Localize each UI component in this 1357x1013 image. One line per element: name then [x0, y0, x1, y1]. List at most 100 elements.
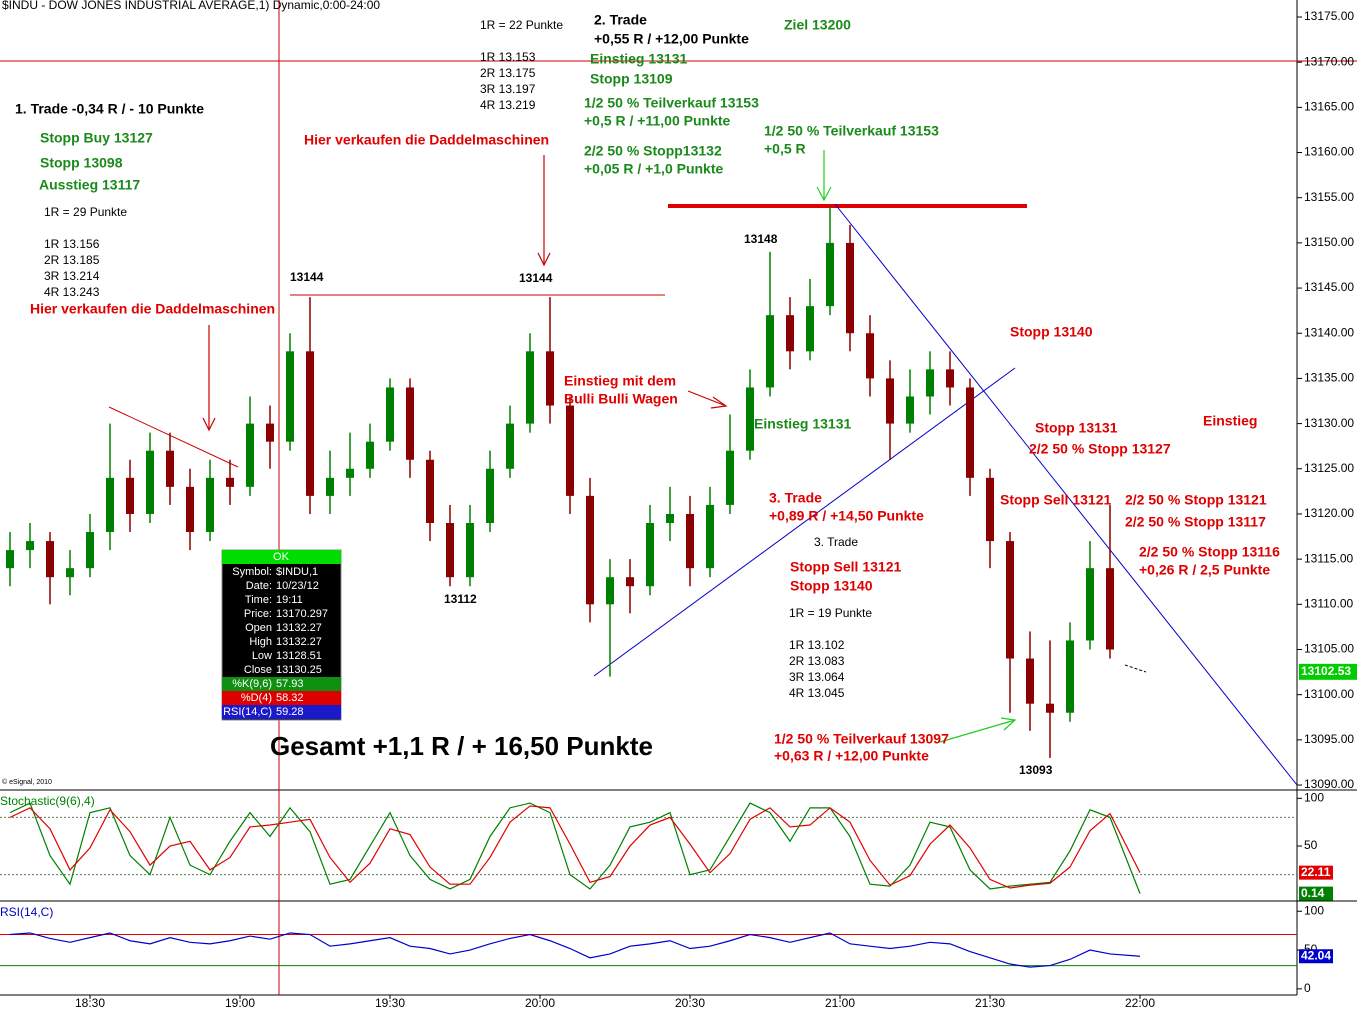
last-price-box — [1299, 663, 1357, 680]
annotation: 1/2 50 % Teilverkauf 13097 — [774, 731, 949, 747]
annotation: Stopp 13140 — [790, 578, 873, 594]
x-tick-label: 22:00 — [1125, 996, 1155, 1010]
last-value-label: 22.11 — [1301, 865, 1331, 879]
candle-body — [706, 504, 714, 569]
y-tick-label: 13130.00 — [1304, 416, 1354, 430]
candle-body — [1086, 568, 1094, 641]
indicator-line — [9, 932, 1141, 968]
candle-body — [986, 477, 994, 542]
candle-body — [846, 242, 854, 334]
last-value-label: 0.14 — [1301, 886, 1325, 900]
annotation: +0,89 R / +14,50 Punkte — [769, 508, 924, 524]
y-tick-label: 13160.00 — [1304, 145, 1354, 159]
indicator-line — [9, 805, 1141, 889]
info-label: High — [249, 636, 272, 648]
annotation: 1R 13.156 — [44, 237, 100, 251]
info-value: 13130.25 — [276, 664, 322, 676]
annotation: 1/2 50 % Teilverkauf 13153 — [584, 95, 759, 111]
info-row-bg — [222, 677, 341, 691]
candle-body — [586, 495, 594, 605]
candle-body — [26, 541, 34, 551]
annotation: 3R 13.064 — [789, 670, 845, 684]
y-tick-label: 13135.00 — [1304, 371, 1354, 385]
annotation: Stopp Sell 13121 — [790, 559, 901, 575]
annotation: 2R 13.083 — [789, 654, 845, 668]
y-tick-label: 13090.00 — [1304, 777, 1354, 791]
candle-body — [1026, 658, 1034, 704]
chart-header: $INDU - DOW JONES INDUSTRIAL AVERAGE,1) … — [2, 0, 380, 12]
annotation: 1R 13.102 — [789, 638, 845, 652]
info-box-title: OK — [273, 551, 290, 563]
annotation: 3R 13.197 — [480, 82, 536, 96]
trend-line — [108, 406, 239, 468]
candle-body — [886, 378, 894, 424]
annotation: 13093 — [1019, 763, 1053, 777]
candle-body — [506, 423, 514, 469]
arrow-head — [1000, 717, 1017, 731]
candle-body — [686, 513, 694, 569]
candle-body — [286, 351, 294, 442]
annotation: 3R 13.214 — [44, 269, 100, 283]
annotation: 4R 13.219 — [480, 98, 536, 112]
last-value-label: 42.04 — [1301, 948, 1331, 962]
annotation: +0,5 R — [764, 141, 806, 157]
info-label: Price: — [244, 608, 272, 620]
y-tick-label: 13150.00 — [1304, 235, 1354, 249]
arrow-head — [710, 396, 728, 409]
candle-body — [666, 513, 674, 523]
annotation: Einstieg — [1203, 413, 1257, 429]
copyright: © eSignal, 2010 — [2, 778, 52, 786]
info-label: Time: — [245, 594, 272, 606]
y-tick-label: 0 — [1304, 981, 1311, 995]
y-tick-label: 13100.00 — [1304, 687, 1354, 701]
y-tick-label: 13170.00 — [1304, 54, 1354, 68]
annotation: Stopp 13140 — [1010, 324, 1093, 340]
y-tick-label: 13140.00 — [1304, 325, 1354, 339]
candle-body — [1006, 541, 1014, 659]
trend-line — [593, 367, 1016, 677]
candle-body — [426, 459, 434, 523]
candle-body — [726, 450, 734, 505]
x-tick-label: 18:30 — [75, 996, 105, 1010]
candle-body — [346, 468, 354, 478]
panel-title: RSI(14,C) — [0, 905, 53, 919]
x-tick-label: 20:00 — [525, 996, 555, 1010]
info-row-bg — [222, 691, 341, 705]
candle-body — [466, 522, 474, 578]
annotation: Einstieg mit dem — [564, 373, 676, 389]
annotation: +0,5 R / +11,00 Punkte — [584, 113, 731, 129]
indicator-line — [9, 802, 1141, 894]
info-label: Date: — [246, 580, 272, 592]
candle-body — [946, 369, 954, 388]
panel-title: Stochastic(9(6),4) — [0, 794, 95, 808]
info-value: 59.28 — [276, 706, 304, 718]
annotation: Stopp Buy 13127 — [40, 130, 153, 146]
annotation: Hier verkaufen die Daddelmaschinen — [30, 301, 275, 317]
info-value: 19:11 — [276, 594, 303, 606]
arrow-head — [202, 417, 216, 432]
info-label: Symbol: — [232, 566, 272, 578]
y-tick-label: 13175.00 — [1304, 9, 1354, 23]
candle-body — [906, 396, 914, 424]
info-value: 10/23/12 — [276, 580, 319, 592]
y-tick-label: 13165.00 — [1304, 100, 1354, 114]
annotation: 3. Trade — [814, 535, 858, 549]
trend-line — [834, 203, 1298, 786]
y-tick-label: 13095.00 — [1304, 732, 1354, 746]
y-tick-label: 13115.00 — [1304, 551, 1353, 565]
annotation: +0,63 R / +12,00 Punkte — [774, 748, 929, 764]
annotation: 1R = 29 Punkte — [44, 205, 127, 219]
candle-body — [386, 387, 394, 442]
last-value-box — [1299, 865, 1333, 880]
arrow-head — [816, 186, 832, 202]
x-tick-label: 19:00 — [225, 996, 255, 1010]
candle-body — [206, 477, 214, 533]
last-price-label: 13102.53 — [1301, 664, 1351, 678]
annotation: 13144 — [290, 270, 324, 284]
annotation: +0,55 R / +12,00 Punkte — [594, 31, 749, 47]
candle-body — [166, 450, 174, 487]
last-value-box — [1299, 886, 1333, 901]
info-label: Low — [252, 650, 272, 662]
